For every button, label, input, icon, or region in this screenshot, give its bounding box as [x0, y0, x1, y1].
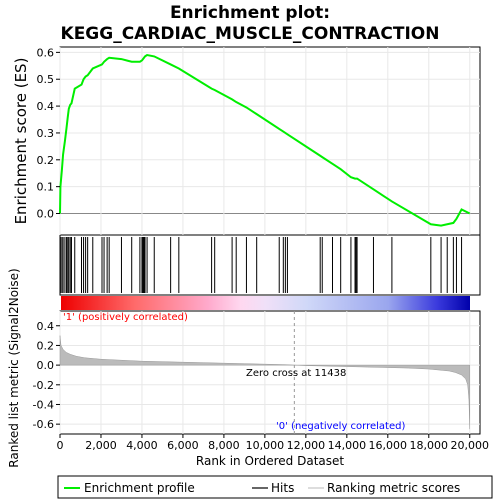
- metric-tick-label: -0.2: [33, 379, 54, 392]
- metric-tick-label: 0.4: [37, 320, 55, 333]
- x-tick-label: 10,000: [246, 439, 285, 452]
- legend-hits-label: Hits: [271, 481, 294, 495]
- es-tick-label: 0.6: [37, 46, 55, 59]
- x-tick-label: 4,000: [126, 439, 158, 452]
- es-tick-label: 0.2: [37, 154, 55, 167]
- legend-profile-label: Enrichment profile: [84, 481, 195, 495]
- metric-tick-label: 0.0: [37, 359, 55, 372]
- es-y-ticks: 0.0 0.1 0.2 0.3 0.4 0.5 0.6: [37, 46, 61, 220]
- metric-y-ticks: 0.4 0.2 0.0 -0.2 -0.4 -0.6: [33, 320, 60, 431]
- es-tick-label: 0.4: [37, 100, 55, 113]
- x-tick-label: 2,000: [85, 439, 117, 452]
- es-tick-label: 0.3: [37, 127, 55, 140]
- chart-title-line1: Enrichment plot:: [170, 3, 330, 23]
- metric-tick-label: -0.6: [33, 418, 54, 431]
- es-tick-label: 0.1: [37, 181, 55, 194]
- zero-cross-label: Zero cross at 11438: [246, 368, 346, 379]
- es-panel: [60, 47, 480, 235]
- x-tick-label: 0: [57, 439, 64, 452]
- metric-tick-label: -0.4: [33, 398, 54, 411]
- x-tick-label: 16,000: [369, 439, 408, 452]
- x-axis-label: Rank in Ordered Dataset: [196, 454, 344, 468]
- es-tick-label: 0.0: [37, 208, 55, 221]
- pos-correlated-label: '1' (positively correlated): [63, 312, 188, 323]
- rank-color-bar: [61, 296, 470, 310]
- x-tick-label: 18,000: [410, 439, 449, 452]
- chart-title-line2: KEGG_CARDIAC_MUSCLE_CONTRACTION: [61, 24, 440, 44]
- x-ticks: 0 2,000 4,000 6,000 8,000 10,000 12,000 14,000 1…: [57, 434, 490, 452]
- legend-metric-label: Ranking metric scores: [327, 481, 460, 495]
- metric-tick-label: 0.2: [37, 339, 55, 352]
- es-y-axis-label: Enrichment score (ES): [12, 58, 30, 225]
- es-tick-label: 0.5: [37, 73, 55, 86]
- x-tick-label: 14,000: [328, 439, 367, 452]
- x-tick-label: 12,000: [287, 439, 326, 452]
- x-tick-label: 8,000: [208, 439, 240, 452]
- hits-panel: [60, 235, 480, 295]
- x-tick-label: 20,000: [451, 439, 490, 452]
- neg-correlated-label: '0' (negatively correlated): [276, 421, 405, 432]
- metric-y-axis-label: Ranked list metric (Signal2Noise): [7, 268, 21, 467]
- x-tick-label: 6,000: [167, 439, 199, 452]
